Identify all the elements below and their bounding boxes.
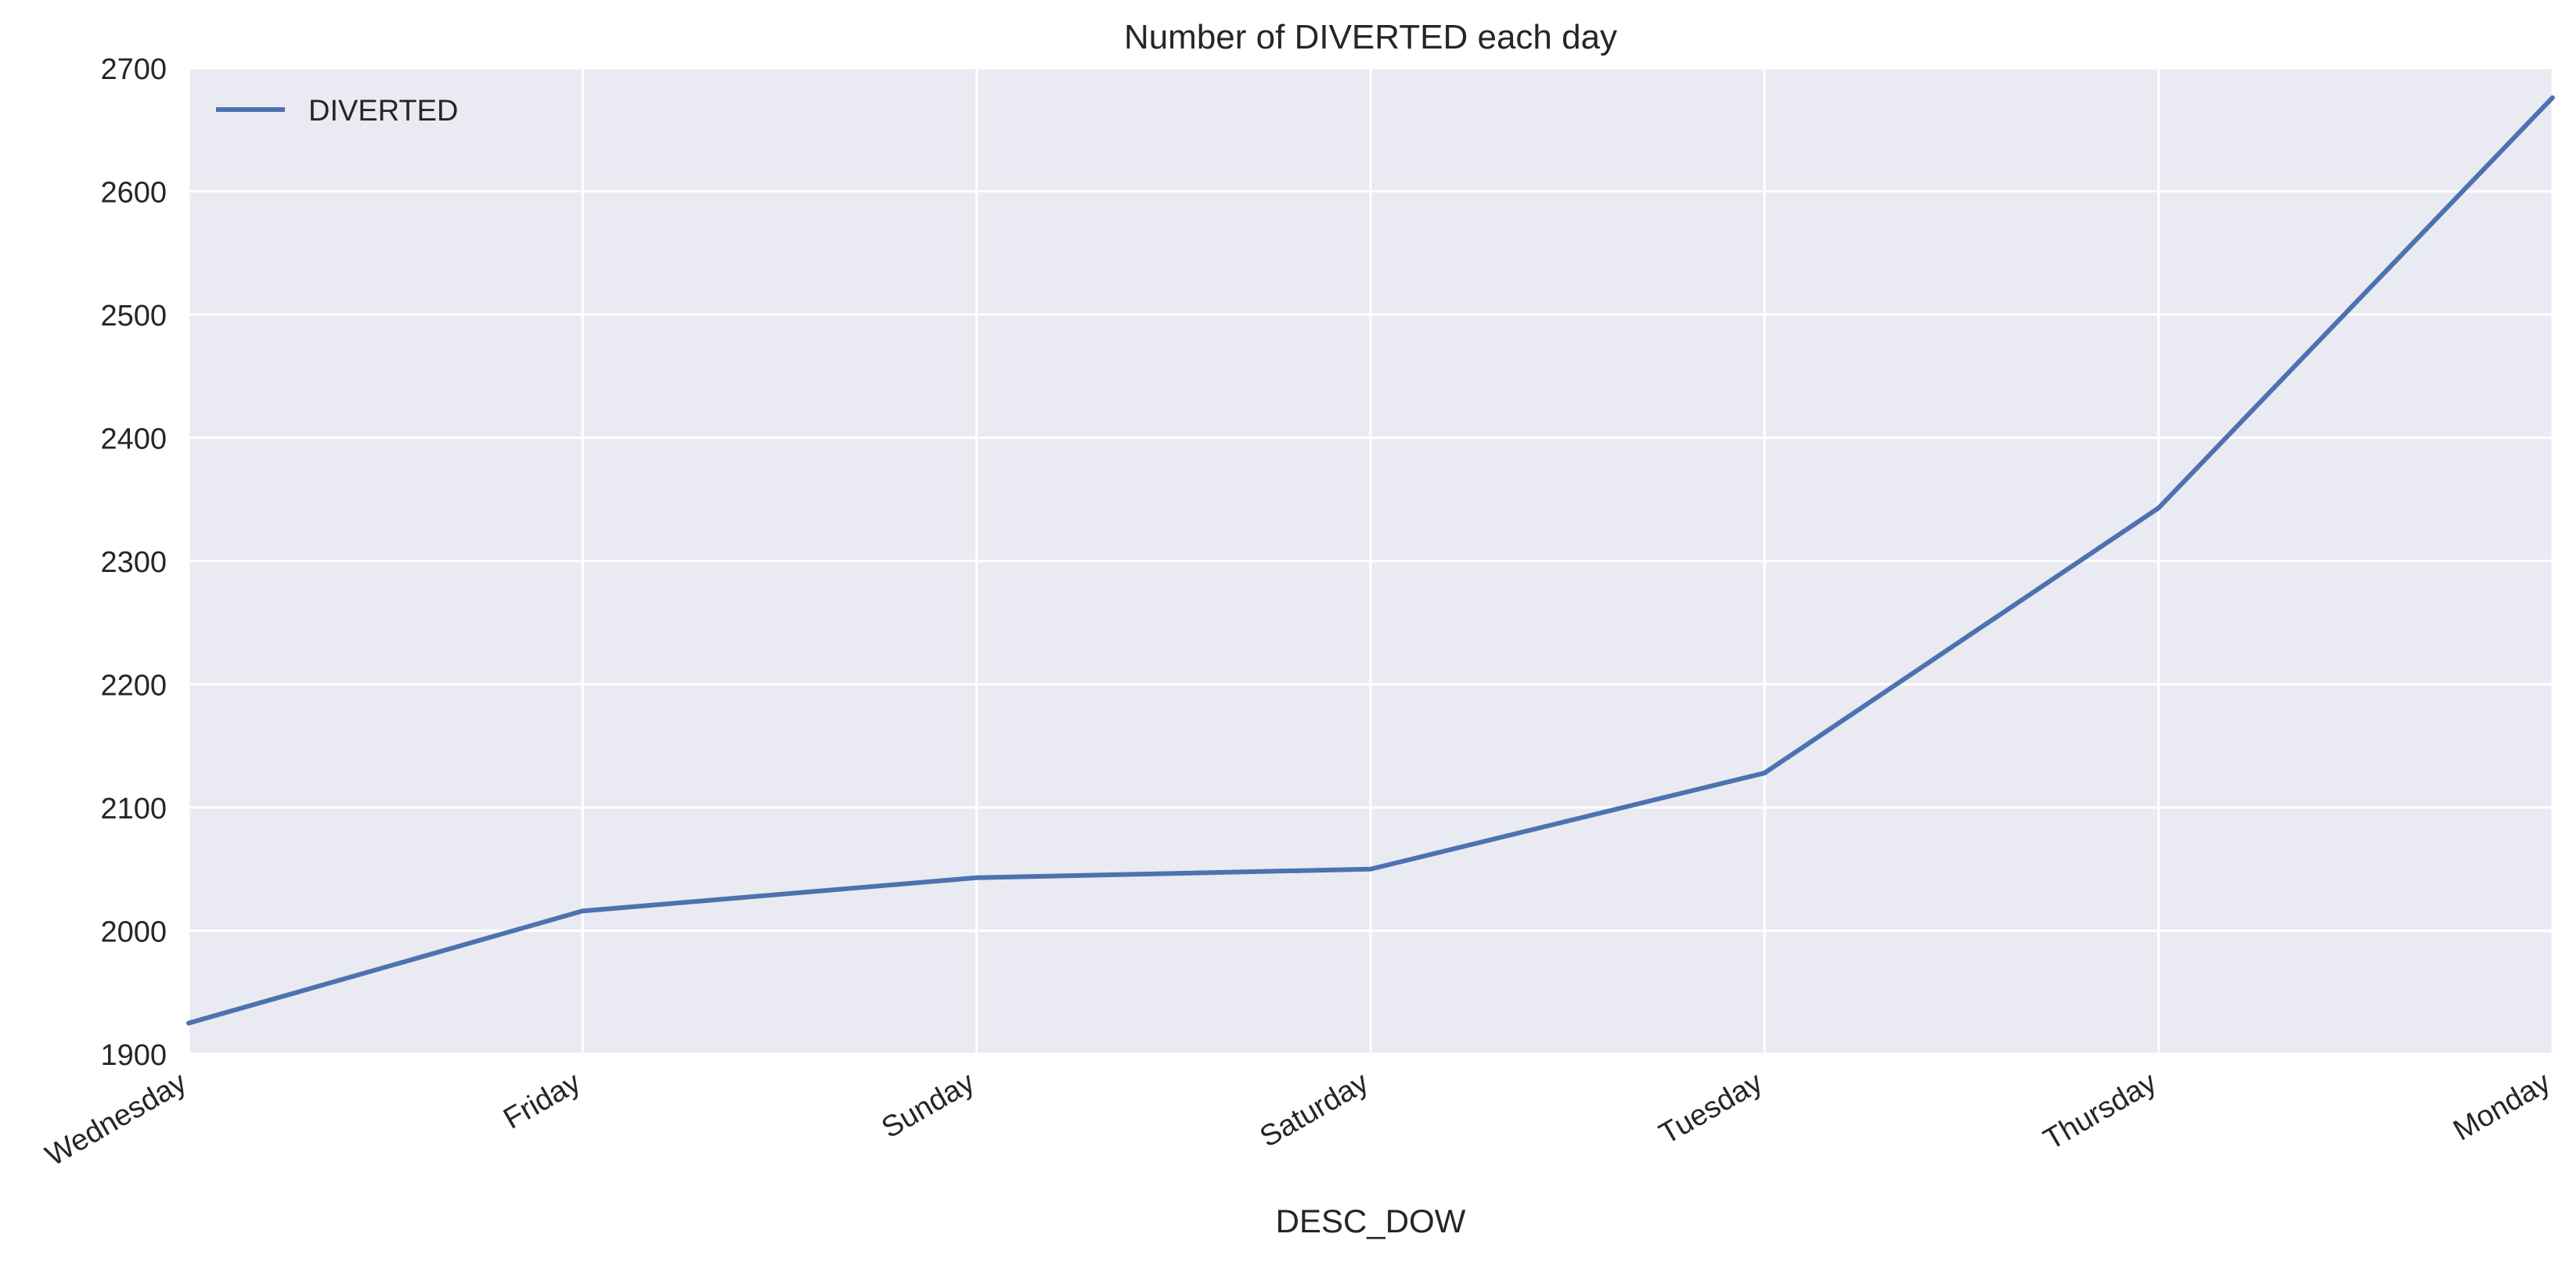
legend-label: DIVERTED xyxy=(308,95,458,128)
y-tick-label: 2000 xyxy=(100,916,167,949)
x-tick-label: Friday xyxy=(498,1066,585,1135)
series-line xyxy=(186,95,2555,1026)
chart-title: Number of DIVERTED each day xyxy=(1124,18,1617,56)
y-tick-label: 2400 xyxy=(100,423,167,456)
y-tick-label: 2500 xyxy=(100,300,167,333)
x-tick-label: Wednesday xyxy=(40,1066,192,1172)
data-series xyxy=(186,95,2555,1026)
y-tick-label: 2700 xyxy=(100,53,167,86)
legend: DIVERTED xyxy=(216,95,458,128)
y-axis-tick-labels: 1900 2000 2100 2200 2300 2400 2500 2600 2700 xyxy=(100,53,167,1072)
x-tick-label: Thursday xyxy=(2038,1066,2162,1156)
x-tick-label: Saturday xyxy=(1255,1066,1374,1153)
x-tick-label: Sunday xyxy=(877,1066,981,1145)
x-tick-label: Monday xyxy=(2448,1066,2556,1147)
x-tick-label: Tuesday xyxy=(1654,1066,1768,1151)
y-tick-label: 1900 xyxy=(100,1039,167,1072)
x-axis-label: DESC_DOW xyxy=(1276,1203,1466,1239)
y-tick-label: 2300 xyxy=(100,546,167,579)
y-tick-label: 2100 xyxy=(100,793,167,825)
x-axis-tick-labels: Wednesday Friday Sunday Saturday Tuesday Thur… xyxy=(40,1066,2556,1172)
y-tick-label: 2600 xyxy=(100,177,167,210)
gridlines xyxy=(187,67,2554,1056)
y-tick-label: 2200 xyxy=(100,670,167,703)
